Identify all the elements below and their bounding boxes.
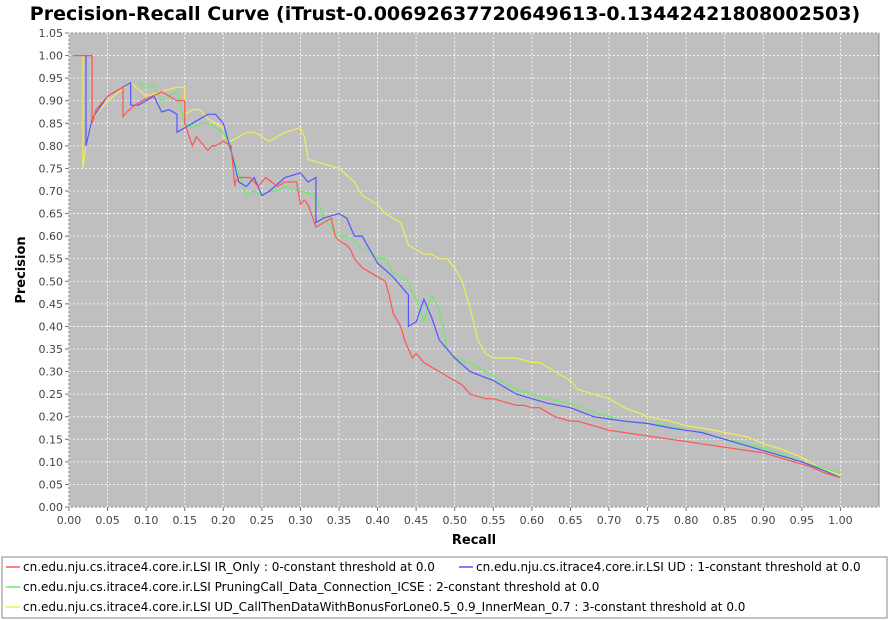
- y-tick-label: 0.00: [39, 501, 64, 514]
- y-tick-label: 0.45: [39, 298, 64, 311]
- y-tick-label: 0.75: [39, 162, 64, 175]
- x-tick-label: 0.35: [327, 514, 352, 527]
- y-tick-label: 0.95: [39, 72, 64, 85]
- x-tick-label: 1.00: [828, 514, 853, 527]
- x-tick-label: 0.30: [288, 514, 313, 527]
- x-tick-label: 0.05: [95, 514, 120, 527]
- legend-box: [1, 556, 888, 619]
- x-axis-label: Recall: [452, 533, 496, 548]
- y-tick-label: 0.30: [39, 366, 64, 379]
- x-tick-label: 0.45: [404, 514, 429, 527]
- x-tick-label: 0.40: [365, 514, 390, 527]
- x-tick-label: 0.85: [712, 514, 737, 527]
- y-tick-label: 0.90: [39, 95, 64, 108]
- legend-label-3: cn.edu.nju.cs.itrace4.core.ir.LSI UD_Cal…: [23, 600, 745, 614]
- grid: [68, 32, 879, 508]
- y-tick-label: 0.65: [39, 208, 64, 221]
- x-tick-label: 0.90: [751, 514, 776, 527]
- legend-label-2: cn.edu.nju.cs.itrace4.core.ir.LSI Prunin…: [23, 580, 599, 594]
- x-tick-label: 0.55: [481, 514, 506, 527]
- legend-label-1: cn.edu.nju.cs.itrace4.core.ir.LSI UD : 1…: [476, 560, 861, 574]
- x-tick-label: 0.25: [250, 514, 275, 527]
- y-tick-label: 1.00: [39, 50, 64, 63]
- x-axis-ticks: 0.00 0.05 0.10 0.15 0.20 0.25 0.30 0.35 0.40 0.45…: [57, 507, 853, 527]
- x-tick-label: 0.80: [674, 514, 699, 527]
- y-tick-label: 0.60: [39, 230, 64, 243]
- y-tick-label: 0.25: [39, 388, 64, 401]
- y-tick-label: 0.35: [39, 343, 64, 356]
- series-line-1: [85, 55, 841, 479]
- x-tick-label: 0.10: [134, 514, 159, 527]
- y-tick-label: 0.70: [39, 185, 64, 198]
- x-tick-label: 0.65: [558, 514, 583, 527]
- y-axis-ticks: 0.00 0.05 0.10 0.15 0.20 0.25 0.30 0.35 0.40 0.45…: [39, 27, 69, 514]
- plot-area: [68, 32, 880, 508]
- series-group: [72, 55, 841, 479]
- series-line-3: [82, 55, 841, 476]
- x-tick-label: 0.50: [442, 514, 467, 527]
- x-tick-label: 0.20: [211, 514, 236, 527]
- y-tick-label: 0.20: [39, 411, 64, 424]
- x-tick-label: 0.00: [57, 514, 82, 527]
- y-axis-label: Precision: [14, 236, 29, 303]
- series-line-0: [72, 55, 841, 479]
- legend: cn.edu.nju.cs.itrace4.core.ir.LSI IR_Onl…: [6, 560, 861, 614]
- y-tick-label: 0.55: [39, 253, 64, 266]
- y-tick-label: 0.10: [39, 456, 64, 469]
- x-tick-label: 0.75: [635, 514, 660, 527]
- chart-title: Precision-Recall Curve (iTrust-0.0069263…: [30, 3, 860, 25]
- y-tick-label: 0.40: [39, 320, 64, 333]
- y-tick-label: 0.80: [39, 140, 64, 153]
- x-tick-label: 0.15: [172, 514, 197, 527]
- y-tick-label: 0.05: [39, 478, 64, 491]
- y-tick-label: 0.50: [39, 275, 64, 288]
- y-tick-label: 0.85: [39, 117, 64, 130]
- y-tick-label: 0.15: [39, 433, 64, 446]
- x-tick-label: 0.95: [790, 514, 815, 527]
- x-tick-label: 0.60: [520, 514, 545, 527]
- legend-label-0: cn.edu.nju.cs.itrace4.core.ir.LSI IR_Onl…: [23, 560, 435, 574]
- x-tick-label: 0.70: [597, 514, 622, 527]
- y-tick-label: 1.05: [39, 27, 64, 40]
